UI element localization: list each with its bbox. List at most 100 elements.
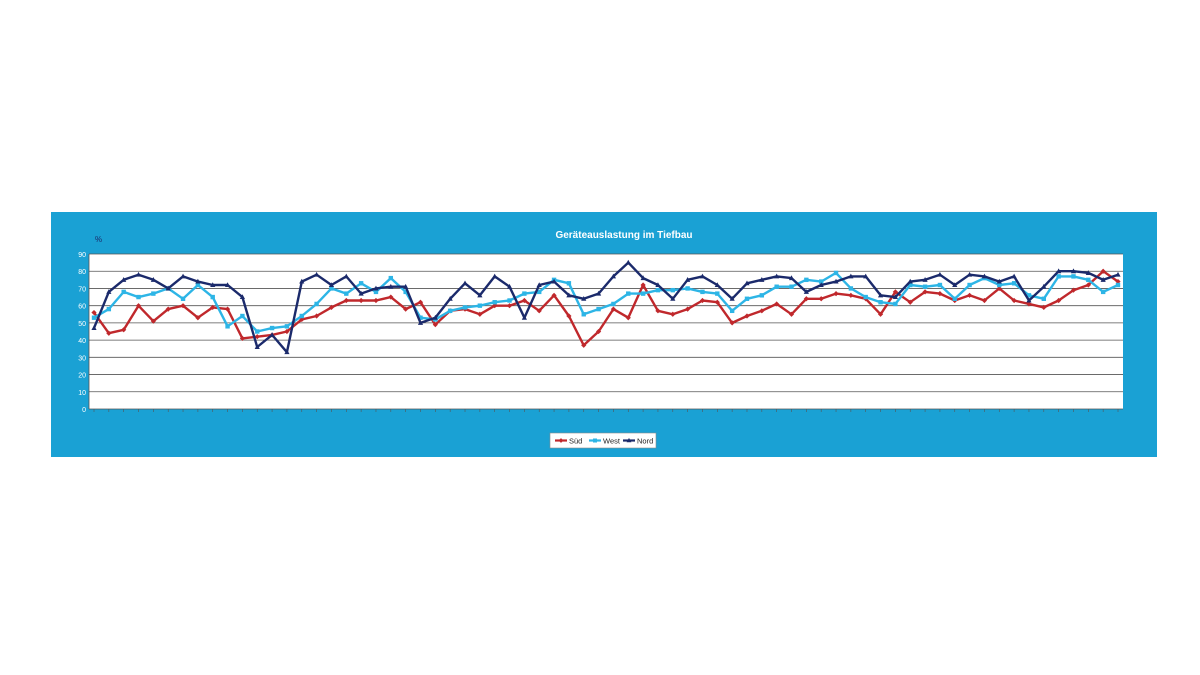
chart-title: Geräteauslastung im Tiefbau [555, 230, 692, 241]
data-point [981, 273, 988, 279]
data-point [581, 295, 587, 301]
data-point [640, 282, 646, 288]
data-point [269, 332, 275, 337]
data-point [729, 295, 735, 301]
data-point [1056, 268, 1062, 274]
y-tick-label: 90 [78, 252, 86, 259]
data-point [655, 282, 661, 287]
data-point [952, 296, 957, 301]
line-chart: 0 10 20 30 40 50 60 70 80 90 Geräteauslastung im … [78, 230, 1123, 449]
data-point [996, 278, 1002, 284]
data-point [1041, 304, 1047, 310]
data-point [417, 320, 424, 325]
series-süd [91, 268, 1121, 348]
data-point [922, 284, 928, 289]
data-point [625, 315, 631, 321]
data-point [774, 284, 779, 289]
data-point [967, 282, 972, 288]
data-point [595, 290, 602, 296]
x-axis-ticks [93, 409, 1119, 412]
data-point [91, 315, 97, 320]
data-point [626, 291, 631, 296]
data-point [180, 296, 186, 301]
data-point [240, 313, 245, 319]
data-point [1085, 282, 1091, 288]
data-point [1041, 283, 1047, 289]
data-point [210, 282, 216, 287]
data-point [818, 296, 824, 302]
data-point [744, 296, 750, 301]
data-point [165, 285, 171, 291]
data-point [1085, 270, 1091, 275]
data-point [150, 277, 156, 282]
data-point [314, 313, 320, 319]
data-point [358, 297, 364, 304]
data-point [581, 312, 586, 317]
data-point [492, 273, 498, 279]
series-line-süd [93, 270, 1119, 347]
data-point [699, 273, 706, 279]
data-point [269, 325, 275, 331]
data-point [715, 291, 720, 296]
data-point [744, 280, 750, 286]
y-tick-label: 0 [82, 407, 86, 414]
series-nord [91, 259, 1121, 355]
data-point [432, 314, 438, 320]
data-point [403, 289, 408, 295]
data-point [818, 282, 824, 287]
data-point [595, 328, 602, 335]
data-point [477, 311, 483, 317]
y-tick-label: 10 [78, 390, 86, 397]
data-point [922, 277, 928, 282]
data-point [418, 315, 423, 320]
data-point [388, 275, 394, 281]
data-point [239, 294, 246, 300]
y-tick-label: 30 [78, 355, 86, 362]
data-point [937, 282, 943, 288]
data-point [225, 324, 230, 329]
data-point [151, 291, 156, 296]
data-point [625, 259, 631, 265]
data-point [1011, 281, 1017, 286]
chart-frame: 0 10 20 30 40 50 60 70 80 90 Geräteauslastung im … [51, 212, 1157, 457]
data-point [299, 313, 304, 319]
legend-marker [626, 437, 632, 443]
legend-item-nord: Nord [623, 436, 653, 445]
data-point [522, 291, 527, 296]
data-point [358, 281, 364, 286]
data-point [284, 324, 290, 329]
data-point [818, 279, 824, 284]
data-point [714, 282, 720, 287]
data-point [136, 294, 141, 300]
y-axis-unit: % [95, 235, 102, 244]
data-point [536, 282, 542, 287]
data-point [121, 277, 127, 282]
data-point [566, 313, 572, 319]
data-point [997, 282, 1002, 288]
legend-label: West [603, 436, 621, 445]
data-point [1056, 297, 1062, 304]
y-axis-ticks: 0 10 20 30 40 50 60 70 80 90 [78, 252, 86, 414]
data-point [893, 301, 898, 307]
data-point [803, 289, 809, 294]
legend-label: Süd [569, 436, 582, 445]
data-point [477, 303, 483, 308]
data-point [284, 349, 290, 355]
data-point [344, 291, 349, 296]
series-line-west [93, 271, 1119, 333]
data-point [952, 282, 958, 287]
data-point [1100, 277, 1106, 282]
data-point [284, 328, 290, 335]
data-point [492, 300, 497, 305]
y-tick-label: 60 [78, 304, 86, 311]
data-point [536, 308, 542, 314]
series-line-nord [92, 261, 1119, 354]
data-point [447, 295, 453, 301]
y-tick-label: 70 [78, 286, 86, 293]
data-point [714, 299, 720, 305]
data-point [106, 306, 112, 312]
data-point [655, 287, 661, 293]
data-point [1115, 278, 1121, 285]
series-lines [91, 259, 1121, 355]
data-point [506, 303, 513, 309]
